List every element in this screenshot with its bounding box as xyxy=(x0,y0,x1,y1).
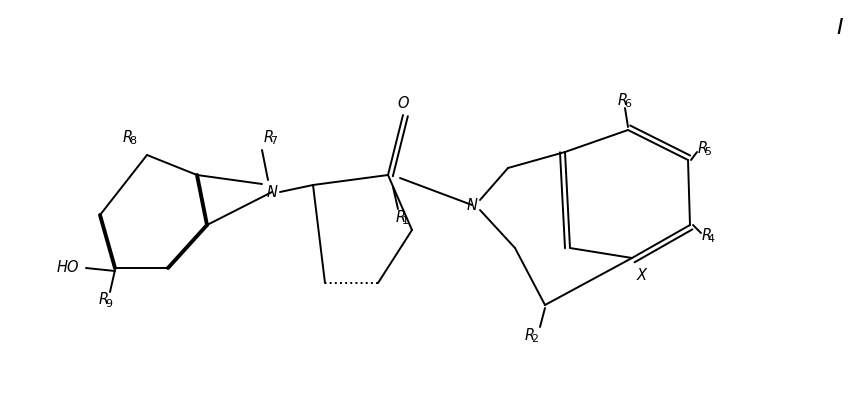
Text: 5: 5 xyxy=(704,147,711,157)
Text: R: R xyxy=(702,227,712,242)
Text: 6: 6 xyxy=(624,99,631,109)
Text: I: I xyxy=(837,18,844,38)
Text: 8: 8 xyxy=(128,136,135,146)
Text: 7: 7 xyxy=(270,136,277,146)
Text: HO: HO xyxy=(56,260,79,275)
Text: R: R xyxy=(698,141,708,156)
Text: R: R xyxy=(264,130,274,145)
Text: R: R xyxy=(525,327,536,342)
Text: N: N xyxy=(266,184,278,199)
Text: R: R xyxy=(123,130,133,145)
Text: 4: 4 xyxy=(707,234,714,244)
Text: 2: 2 xyxy=(530,334,537,344)
Text: N: N xyxy=(466,197,477,212)
Text: 1: 1 xyxy=(402,216,409,226)
Text: R: R xyxy=(396,210,406,225)
Text: X: X xyxy=(637,268,647,284)
Text: R: R xyxy=(618,93,628,108)
Text: R: R xyxy=(99,292,109,307)
Text: 9: 9 xyxy=(105,299,112,309)
Text: O: O xyxy=(398,95,409,110)
